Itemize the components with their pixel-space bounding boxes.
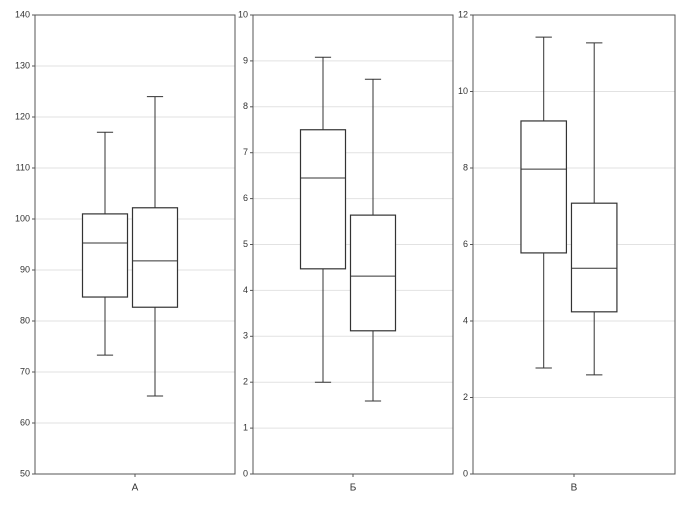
y-tick-label: 60 (20, 417, 30, 427)
y-tick-label: 0 (243, 468, 248, 478)
x-tick-label: А (132, 483, 139, 494)
y-tick-label: 12 (458, 9, 468, 19)
y-tick-label: 7 (243, 147, 248, 157)
y-tick-label: 3 (243, 331, 248, 341)
y-tick-label: 100 (15, 213, 30, 223)
y-tick-label: 90 (20, 264, 30, 274)
y-tick-label: 2 (463, 392, 468, 402)
box (349, 214, 397, 332)
y-tick-label: 8 (243, 101, 248, 111)
y-tick-label: 80 (20, 315, 30, 325)
y-tick-label: 1 (243, 422, 248, 432)
y-tick-label: 140 (15, 9, 30, 19)
y-tick-label: 6 (243, 193, 248, 203)
y-tick-label: 9 (243, 55, 248, 65)
y-tick-label: 130 (15, 60, 30, 70)
y-tick-label: 8 (463, 162, 468, 172)
y-tick-label: 50 (20, 468, 30, 478)
y-tick-label: 4 (463, 315, 468, 325)
box (570, 202, 618, 313)
x-tick-label: В (571, 483, 578, 494)
y-tick-label: 120 (15, 111, 30, 121)
y-tick-label: 10 (458, 86, 468, 96)
y-tick-label: 70 (20, 366, 30, 376)
y-tick-label: 6 (463, 239, 468, 249)
box (81, 213, 129, 298)
y-tick-label: 0 (463, 468, 468, 478)
y-tick-label: 2 (243, 377, 248, 387)
y-tick-label: 10 (238, 9, 248, 19)
box (520, 120, 568, 254)
x-tick-label: Б (350, 483, 357, 494)
box (131, 207, 179, 308)
y-tick-label: 110 (16, 162, 30, 172)
y-tick-label: 4 (243, 285, 248, 295)
y-tick-label: 5 (243, 239, 248, 249)
box (299, 129, 347, 270)
